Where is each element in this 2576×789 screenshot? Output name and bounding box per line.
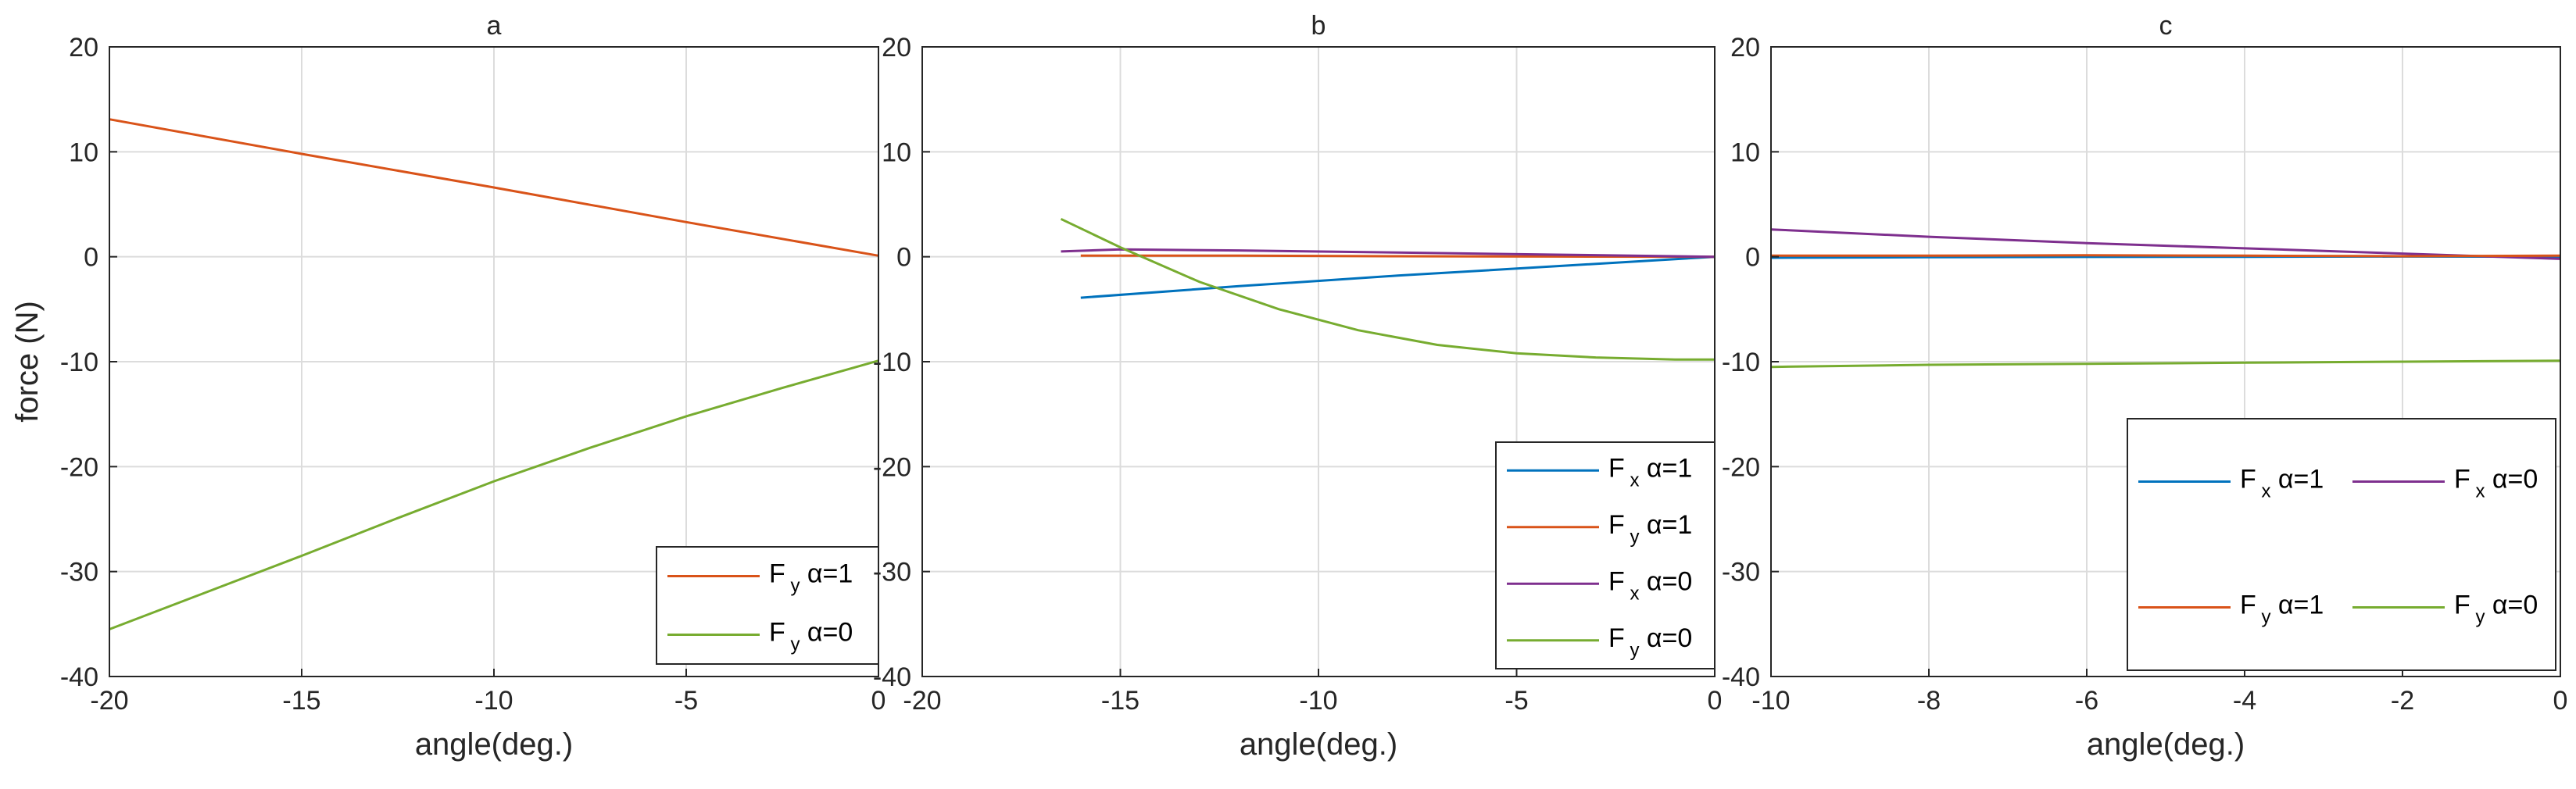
legend-entry: F y α=1 [1608,510,1692,548]
series-line-3 [1770,359,2561,369]
y-tick-label: -20 [873,452,911,482]
chart-title: a [487,11,502,41]
x-tick-label: -10 [1299,686,1337,716]
y-tick-label: 0 [896,243,911,273]
chart-panel-a: -20 -15 -10 -5 0 -40 -30 -20 -10 0 10 20 a angle(deg.… [10,11,886,762]
x-tick-label: 0 [871,686,886,716]
y-tick-label: -40 [60,662,98,692]
legend-entry: F y α=0 [1608,623,1692,661]
x-tick-label: -15 [1101,686,1140,716]
x-tick-label: 0 [1708,686,1723,716]
series-line-3 [1060,217,1715,361]
x-tick-label: -5 [674,686,698,716]
legend-entry: F x α=0 [1608,566,1692,604]
series-line-1 [1080,254,1716,259]
chart-title: b [1311,11,1326,41]
x-tick-label: -5 [1504,686,1528,716]
legend: F x α=1 F x α=0 F y α=1 F y α=0 [2127,418,2556,671]
y-tick-label: -20 [1722,452,1760,482]
series-line-0 [1080,255,1716,299]
y-axis-label: force (N) [10,301,45,423]
series-line-2 [1061,248,1716,259]
x-tick-label: -6 [2075,686,2098,716]
legend-box [2127,418,2556,671]
x-tick-label: -10 [1751,686,1790,716]
x-tick-label: 0 [2553,686,2568,716]
legend-entry: F y α=0 [769,618,853,655]
x-tick-label: -20 [903,686,941,716]
y-tick-label: -10 [873,348,911,377]
y-tick-label: -40 [873,662,911,692]
series-line-0 [109,118,879,257]
x-axis-label: angle(deg.) [2087,727,2245,762]
y-tick-label: -30 [60,558,98,587]
x-tick-label: -8 [1917,686,1941,716]
y-tick-label: -30 [873,558,911,587]
legend-entry: F y α=0 [2454,591,2538,628]
chart-title: c [2159,11,2173,41]
y-tick-label: 10 [69,137,98,167]
legend: F x α=1 F y α=1 F x α=0 F y α=0 [1495,441,1716,669]
y-tick-label: -20 [60,452,98,482]
legend: F y α=1 F y α=0 [656,546,879,665]
legend-box [656,546,879,665]
legend-box [1495,441,1716,669]
y-tick-label: -40 [1722,662,1760,692]
chart-panel-b: -20 -15 -10 -5 0-40-30-20-1001020bangle(deg.… [873,11,1723,762]
x-tick-label: -10 [474,686,513,716]
x-tick-label: -2 [2391,686,2414,716]
x-tick-label: -4 [2233,686,2256,716]
chart-panel-c: -10 -8 -6 -4 -2 0-40-30-20-1001020cangle(deg.… [1722,11,2568,762]
y-tick-label: 0 [1745,243,1760,273]
legend-entry: F x α=1 [2240,465,2324,502]
x-tick-label: -15 [282,686,320,716]
y-tick-label: -10 [60,348,98,377]
y-tick-label: 10 [1730,137,1760,167]
y-tick-label: 10 [882,137,911,167]
x-axis-label: angle(deg.) [1240,727,1397,762]
y-tick-label: -30 [1722,558,1760,587]
series-line-2 [1771,254,2561,258]
y-tick-label: -10 [1722,348,1760,377]
y-tick-label: 20 [882,33,911,62]
y-tick-label: 20 [69,33,98,62]
series-line-1 [1770,228,2561,260]
legend-entry: F x α=0 [2454,465,2538,502]
legend-entry: F y α=1 [769,559,853,597]
y-tick-label: 20 [1730,33,1760,62]
legend-entry: F x α=1 [1608,453,1692,491]
legend-entry: F y α=1 [2240,591,2324,628]
x-tick-label: -20 [90,686,128,716]
series-line-1 [109,359,879,630]
x-axis-label: angle(deg.) [415,727,573,762]
y-tick-label: 0 [84,243,98,273]
